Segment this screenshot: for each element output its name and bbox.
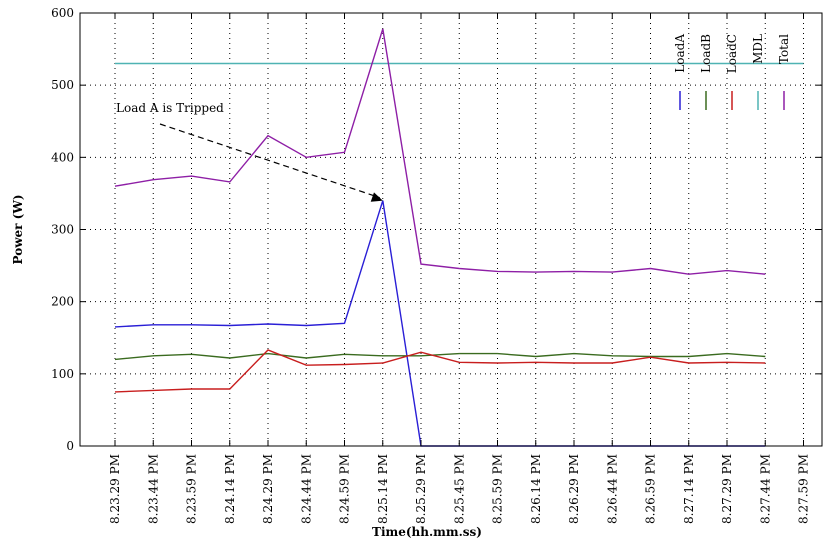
legend-label-mdl: MDL [751,34,765,64]
x-tick-label: 8.25.59 PM [491,454,505,524]
x-tick-label: 8.24.14 PM [223,454,237,524]
y-tick-label: 500 [51,78,74,92]
x-tick-label: 8.24.59 PM [338,454,352,524]
annotation: Load A is Tripped [116,101,383,202]
axes: 0 100 200 300 400 500 600 8.23.29 PM 8.23.44 PM 8… [51,6,823,524]
y-tick-label: 600 [51,6,74,20]
y-tick-label: 200 [51,295,74,309]
series-line-total [114,28,766,275]
x-tick-label: 8.25.29 PM [414,454,428,524]
x-tick-label: 8.26.44 PM [605,454,619,524]
x-tick-label: 8.25.14 PM [376,454,390,524]
annotation-arrow-line [159,123,380,199]
x-tick-label: 8.26.14 PM [529,454,543,524]
x-tick-label: 8.27.29 PM [720,454,734,524]
y-tick-label: 400 [51,150,74,164]
series-line-loada [114,200,766,447]
x-tick-label: 8.23.59 PM [185,454,199,524]
x-tick-label: 8.26.29 PM [567,454,581,524]
y-tick-label: 100 [51,367,74,381]
annotation-arrowhead [370,192,383,202]
y-axis-label: Power (W) [11,194,25,264]
series-line-loadc [114,349,766,393]
x-tick-label: 8.25.45 PM [452,454,466,524]
legend-label-loadb: LoadB [699,34,713,73]
legend-label-loadc: LoadC [725,34,739,73]
x-tick-label: 8.23.44 PM [146,454,160,524]
grid [80,13,822,446]
x-tick-label: 8.27.59 PM [797,454,811,524]
x-axis-label: Time(hh.mm.ss) [372,525,482,539]
legend: LoadA LoadB LoadC MDL Total [673,34,791,110]
x-tick-label: 8.27.14 PM [682,454,696,524]
legend-label-loada: LoadA [673,34,687,73]
x-tick-label: 8.23.29 PM [108,454,122,524]
y-tick-label: 0 [66,439,74,453]
y-tick-label: 300 [51,223,74,237]
legend-label-total: Total [777,34,791,64]
x-tick-label: 8.26.59 PM [644,454,658,524]
x-tick-label: 8.24.44 PM [299,454,313,524]
x-tick-label: 8.27.44 PM [758,454,772,524]
annotation-text: Load A is Tripped [116,101,224,115]
x-tick-label: 8.24.29 PM [261,454,275,524]
series-line-loadb [114,352,766,361]
